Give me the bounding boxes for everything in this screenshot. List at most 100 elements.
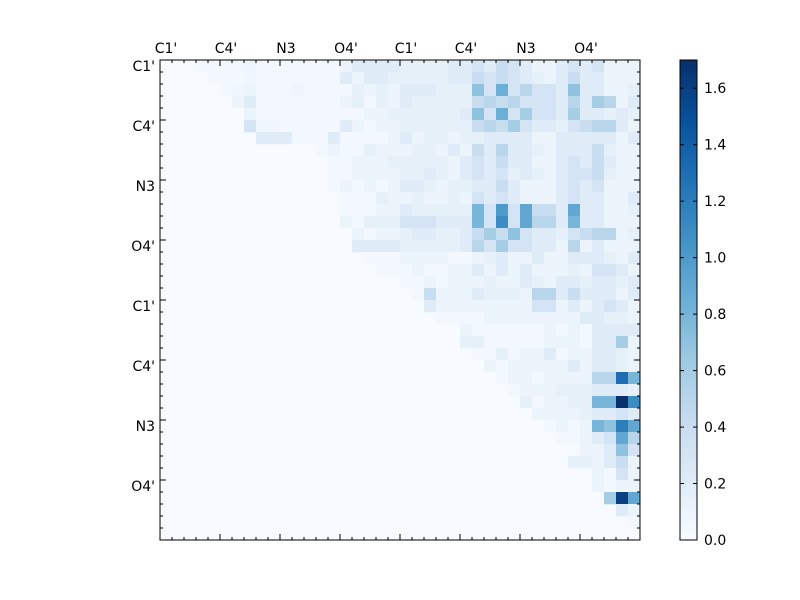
heatmap-cell — [484, 360, 497, 373]
heatmap-cell — [544, 108, 557, 121]
heatmap-cell — [472, 132, 485, 145]
heatmap-cell — [556, 360, 569, 373]
heatmap-cell — [448, 96, 461, 109]
heatmap-cell — [580, 72, 593, 85]
heatmap-cell — [508, 216, 521, 229]
heatmap-cell — [448, 228, 461, 241]
heatmap-cell — [592, 192, 605, 205]
heatmap-cell — [544, 276, 557, 289]
heatmap-cell — [520, 348, 533, 361]
heatmap-cell — [592, 456, 605, 469]
heatmap-cell — [424, 60, 437, 73]
heatmap-cell — [388, 252, 401, 265]
heatmap-cell — [532, 288, 545, 301]
heatmap-cell — [592, 324, 605, 337]
heatmap-cell — [532, 312, 545, 325]
heatmap-cell — [304, 108, 317, 121]
heatmap-cell — [508, 384, 521, 397]
heatmap-cell — [520, 252, 533, 265]
heatmap-cell — [604, 360, 617, 373]
heatmap-cell — [520, 96, 533, 109]
heatmap-cell — [436, 228, 449, 241]
heatmap-cell — [472, 156, 485, 169]
heatmap-cell — [400, 228, 413, 241]
heatmap-cell — [388, 144, 401, 157]
heatmap-cell — [628, 432, 641, 445]
heatmap-cell — [604, 228, 617, 241]
heatmap-cell — [460, 288, 473, 301]
colorbar-label: 1.0 — [704, 251, 726, 267]
heatmap-cell — [484, 132, 497, 145]
heatmap-cell — [628, 372, 641, 385]
heatmap-cell — [400, 144, 413, 157]
heatmap-cell — [616, 432, 629, 445]
heatmap-cell — [496, 156, 509, 169]
heatmap-cell — [580, 204, 593, 217]
heatmap-cell — [232, 60, 245, 73]
heatmap-cell — [388, 228, 401, 241]
heatmap-cell — [568, 456, 581, 469]
heatmap-cell — [460, 108, 473, 121]
heatmap-cell — [496, 204, 509, 217]
heatmap-cell — [376, 132, 389, 145]
heatmap-cell — [472, 348, 485, 361]
heatmap-cell — [460, 84, 473, 97]
heatmap-cell — [316, 72, 329, 85]
heatmap-cell — [424, 144, 437, 157]
heatmap-cell — [232, 84, 245, 97]
heatmap-cell — [436, 192, 449, 205]
heatmap-cell — [400, 252, 413, 265]
heatmap-cell — [628, 120, 641, 133]
heatmap-cell — [436, 216, 449, 229]
heatmap-cell — [628, 144, 641, 157]
colorbar-label: 1.4 — [704, 138, 726, 154]
y-tick-label: C4' — [132, 119, 155, 135]
heatmap-cell — [328, 120, 341, 133]
heatmap-cell — [496, 216, 509, 229]
heatmap-cell — [544, 228, 557, 241]
heatmap-cell — [352, 108, 365, 121]
heatmap-cell — [556, 204, 569, 217]
heatmap-cell — [568, 324, 581, 337]
heatmap-cell — [496, 192, 509, 205]
heatmap-cell — [592, 288, 605, 301]
heatmap-cell — [616, 444, 629, 457]
heatmap-cell — [304, 132, 317, 145]
heatmap-cell — [496, 324, 509, 337]
colorbar-label: 0.0 — [704, 533, 726, 549]
heatmap-cell — [412, 204, 425, 217]
heatmap-cell — [592, 240, 605, 253]
heatmap-cell — [544, 300, 557, 313]
heatmap-cell — [544, 132, 557, 145]
heatmap-cell — [508, 180, 521, 193]
heatmap-cell — [556, 156, 569, 169]
heatmap-cell — [304, 72, 317, 85]
heatmap-cell — [484, 264, 497, 277]
heatmap-cell — [268, 132, 281, 145]
heatmap-cell — [220, 60, 233, 73]
heatmap-cell — [352, 60, 365, 73]
heatmap-cell — [556, 432, 569, 445]
heatmap-cell — [388, 264, 401, 277]
heatmap-cell — [568, 384, 581, 397]
heatmap-cell — [580, 312, 593, 325]
heatmap-cell — [556, 300, 569, 313]
heatmap-cell — [472, 216, 485, 229]
heatmap-cell — [532, 300, 545, 313]
heatmap-cell — [616, 468, 629, 481]
heatmap-cell — [592, 348, 605, 361]
heatmap-cell — [568, 120, 581, 133]
heatmap-cell — [448, 168, 461, 181]
heatmap-cell — [472, 72, 485, 85]
heatmap-cell — [376, 84, 389, 97]
heatmap-cell — [616, 396, 629, 409]
heatmap-cell — [352, 192, 365, 205]
heatmap-cell — [388, 180, 401, 193]
heatmap-cell — [628, 456, 641, 469]
heatmap-cell — [400, 60, 413, 73]
heatmap-cell — [328, 144, 341, 157]
x-tick-label: O4' — [334, 41, 358, 57]
heatmap-cell — [496, 300, 509, 313]
heatmap-cell — [568, 96, 581, 109]
heatmap-cell — [484, 180, 497, 193]
